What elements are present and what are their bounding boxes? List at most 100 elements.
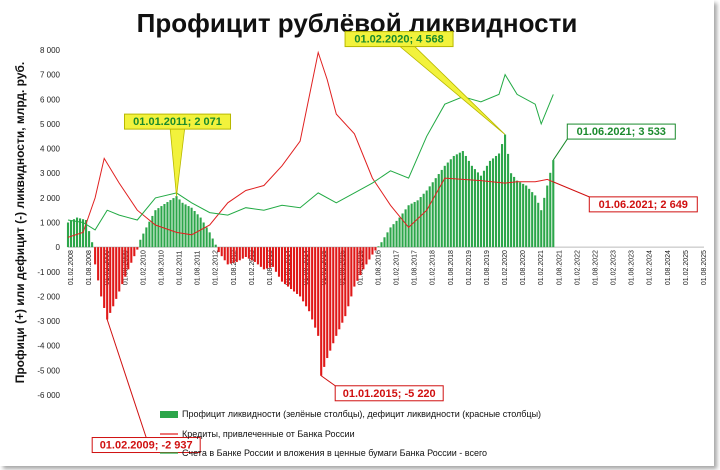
x-tick-label: 01.02.2024 [647,250,654,285]
surplus-bar [485,165,489,248]
x-tick-label: 01.02.2011 [177,251,184,286]
callout-box [566,123,676,140]
y-tick-label: 4 000 [40,145,61,154]
deficit-bar [232,247,235,263]
callout-pointer [106,319,147,438]
y-tick-label: 7 000 [40,71,61,80]
surplus-bar [211,238,214,248]
callout-pointer [553,181,590,198]
surplus-bar [380,242,383,248]
deficit-bar [341,247,344,323]
liquidity-bars [66,134,555,376]
surplus-bar [513,176,516,248]
deficit-bar [329,247,332,351]
surplus-bar [190,207,193,248]
surplus-bar [66,222,70,248]
surplus-bar [437,174,440,248]
callout-pointer [389,38,506,135]
deficit-bar [244,247,247,257]
deficit-bar [133,247,136,257]
deficit-bar [121,247,124,285]
deficit-bar [103,247,106,308]
legend-label: Счета в Банке России и вложения в ценные… [182,448,487,458]
deficit-bar [259,247,262,267]
surplus-bar [470,165,473,248]
deficit-bar [274,247,278,272]
axes: 8 000 7 000 6 000 5 000 4 000 3 000 2 000 1 000… [13,46,708,400]
deficit-bar [109,247,112,313]
callout-pointer [169,121,186,197]
deficit-bar [127,247,130,270]
surplus-bar [434,178,437,248]
y-axis-label: Профици (+) или дефицит (-) ликвидности,… [13,62,27,384]
y-tick-label: -4 000 [37,342,60,351]
accounts-line [67,73,554,231]
surplus-bar [552,160,555,248]
surplus-bar [543,197,546,248]
surplus-bar [525,185,528,248]
x-tick-label: 01.08.2010 [158,250,165,285]
surplus-bar [476,172,479,248]
x-tick-label: 01.02.2020 [502,250,509,285]
surplus-bar [452,155,455,248]
surplus-bar [446,162,449,248]
surplus-bar [528,188,531,248]
callout-label: 01.01.2015; -5 220 [343,388,436,400]
callout-box [91,437,201,454]
x-tick-label: 01.02.2018 [430,250,437,285]
x-tick-label: 01.02.2017 [394,250,401,285]
y-tick-label: 0 [56,243,61,252]
deficit-bar [299,247,302,297]
surplus-bar [431,182,434,248]
surplus-bar [416,200,419,248]
callout-label: 01.01.2011; 2 071 [133,116,222,128]
surplus-bar [184,204,187,248]
deficit-bar [293,247,296,292]
callout-pointer [320,375,336,387]
deficit-bar [320,247,323,376]
surplus-bar [473,169,476,248]
deficit-bar [106,247,109,320]
deficit-bar [344,247,347,317]
legend-label: Профицит ликвидности (зелёные столбцы), … [182,409,541,419]
x-tick-label: 01.02.2023 [611,250,618,285]
surplus-bar [398,217,401,248]
surplus-bar [91,242,94,248]
y-tick-label: -5 000 [37,366,60,375]
deficit-bar [118,247,121,292]
surplus-bar [148,221,151,248]
surplus-bar [139,239,142,248]
legend: Профицит ликвидности (зелёные столбцы), … [160,409,541,458]
deficit-bar [323,247,326,367]
surplus-bar [494,155,498,248]
y-tick-label: 2 000 [40,194,61,203]
surplus-bar [500,144,504,248]
deficit-bar [112,247,115,307]
deficit-bar [229,247,232,264]
surplus-bar [464,155,467,248]
deficit-bar [302,247,305,302]
x-tick-label: 01.08.2025 [701,250,708,285]
surplus-bar [166,202,169,248]
surplus-bar [196,214,199,248]
surplus-bar [449,159,452,248]
x-tick-label: 01.08.2020 [520,250,527,285]
y-tick-label: 3 000 [40,169,61,178]
surplus-bar [504,134,507,248]
surplus-bar [534,195,537,248]
surplus-bar [488,160,492,248]
surplus-bar [178,199,181,248]
surplus-bar [383,237,386,248]
surplus-bar [395,220,398,248]
x-tick-label: 01.02.2008 [68,250,75,285]
surplus-bar [413,201,416,248]
x-tick-label: 01.08.2023 [629,250,636,285]
surplus-bar [157,208,160,248]
callout-label: 01.06.2021; 2 649 [599,199,688,211]
surplus-bar [401,213,404,248]
legend-swatch-bars [160,411,178,418]
surplus-bar [546,185,549,248]
surplus-bar [69,220,73,248]
surplus-bar [85,220,88,248]
